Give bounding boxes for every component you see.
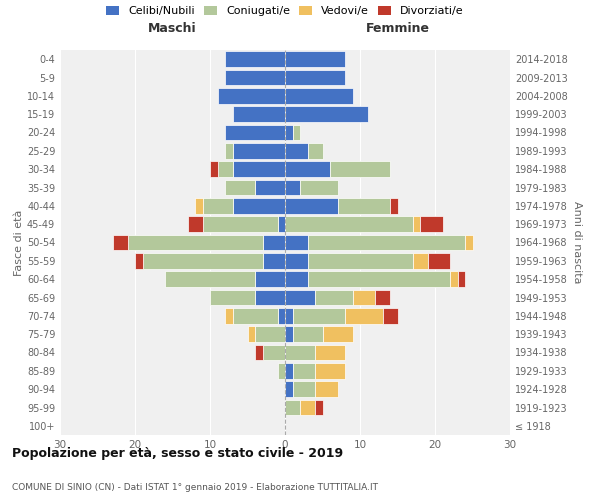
Bar [450, 272, 458, 287]
Bar [285, 234, 308, 250]
Bar [255, 180, 285, 196]
Bar [300, 400, 315, 415]
Bar [285, 180, 300, 196]
Bar [285, 344, 315, 360]
Bar [285, 326, 293, 342]
Bar [165, 272, 255, 287]
Bar [458, 272, 465, 287]
Bar [225, 52, 285, 67]
Bar [225, 308, 233, 324]
Bar [263, 344, 285, 360]
Bar [315, 290, 353, 306]
Bar [225, 70, 285, 86]
Bar [383, 308, 398, 324]
Bar [255, 344, 263, 360]
Bar [285, 52, 345, 67]
Bar [308, 253, 413, 268]
Bar [263, 253, 285, 268]
Bar [285, 290, 315, 306]
Bar [285, 308, 293, 324]
Text: COMUNE DI SINIO (CN) - Dati ISTAT 1° gennaio 2019 - Elaborazione TUTTITALIA.IT: COMUNE DI SINIO (CN) - Dati ISTAT 1° gen… [12, 483, 378, 492]
Bar [315, 344, 345, 360]
Bar [375, 290, 390, 306]
Bar [277, 308, 285, 324]
Bar [465, 234, 473, 250]
Bar [233, 143, 285, 158]
Bar [315, 363, 345, 378]
Text: Popolazione per età, sesso e stato civile - 2019: Popolazione per età, sesso e stato civil… [12, 448, 343, 460]
Bar [300, 180, 337, 196]
Bar [413, 253, 427, 268]
Bar [218, 162, 233, 177]
Bar [255, 290, 285, 306]
Bar [315, 400, 323, 415]
Bar [233, 308, 277, 324]
Bar [248, 326, 255, 342]
Bar [293, 326, 323, 342]
Bar [113, 234, 128, 250]
Bar [128, 234, 263, 250]
Legend: Celibi/Nubili, Coniugati/e, Vedovi/e, Divorziati/e: Celibi/Nubili, Coniugati/e, Vedovi/e, Di… [106, 6, 464, 16]
Bar [210, 290, 255, 306]
Bar [285, 216, 413, 232]
Bar [308, 234, 465, 250]
Bar [308, 272, 450, 287]
Bar [263, 234, 285, 250]
Bar [218, 88, 285, 104]
Text: Femmine: Femmine [365, 22, 430, 36]
Bar [225, 143, 233, 158]
Bar [143, 253, 263, 268]
Bar [315, 382, 337, 397]
Bar [233, 198, 285, 214]
Bar [225, 180, 255, 196]
Bar [285, 124, 293, 140]
Bar [337, 198, 390, 214]
Bar [203, 198, 233, 214]
Bar [293, 363, 315, 378]
Bar [255, 326, 285, 342]
Bar [390, 198, 398, 214]
Bar [285, 106, 367, 122]
Y-axis label: Anni di nascita: Anni di nascita [572, 201, 582, 284]
Bar [285, 162, 330, 177]
Bar [233, 106, 285, 122]
Bar [195, 198, 203, 214]
Bar [345, 308, 383, 324]
Bar [285, 253, 308, 268]
Bar [285, 400, 300, 415]
Bar [353, 290, 375, 306]
Bar [277, 363, 285, 378]
Bar [135, 253, 143, 268]
Bar [285, 70, 345, 86]
Bar [285, 198, 337, 214]
Bar [255, 272, 285, 287]
Bar [330, 162, 390, 177]
Bar [285, 272, 308, 287]
Bar [285, 88, 353, 104]
Bar [420, 216, 443, 232]
Bar [285, 143, 308, 158]
Text: Maschi: Maschi [148, 22, 197, 36]
Bar [187, 216, 203, 232]
Bar [323, 326, 353, 342]
Bar [413, 216, 420, 232]
Y-axis label: Fasce di età: Fasce di età [14, 210, 24, 276]
Bar [203, 216, 277, 232]
Bar [277, 216, 285, 232]
Bar [308, 143, 323, 158]
Bar [225, 124, 285, 140]
Bar [233, 162, 285, 177]
Bar [293, 124, 300, 140]
Bar [285, 363, 293, 378]
Bar [210, 162, 218, 177]
Bar [427, 253, 450, 268]
Bar [293, 382, 315, 397]
Bar [293, 308, 345, 324]
Bar [285, 382, 293, 397]
